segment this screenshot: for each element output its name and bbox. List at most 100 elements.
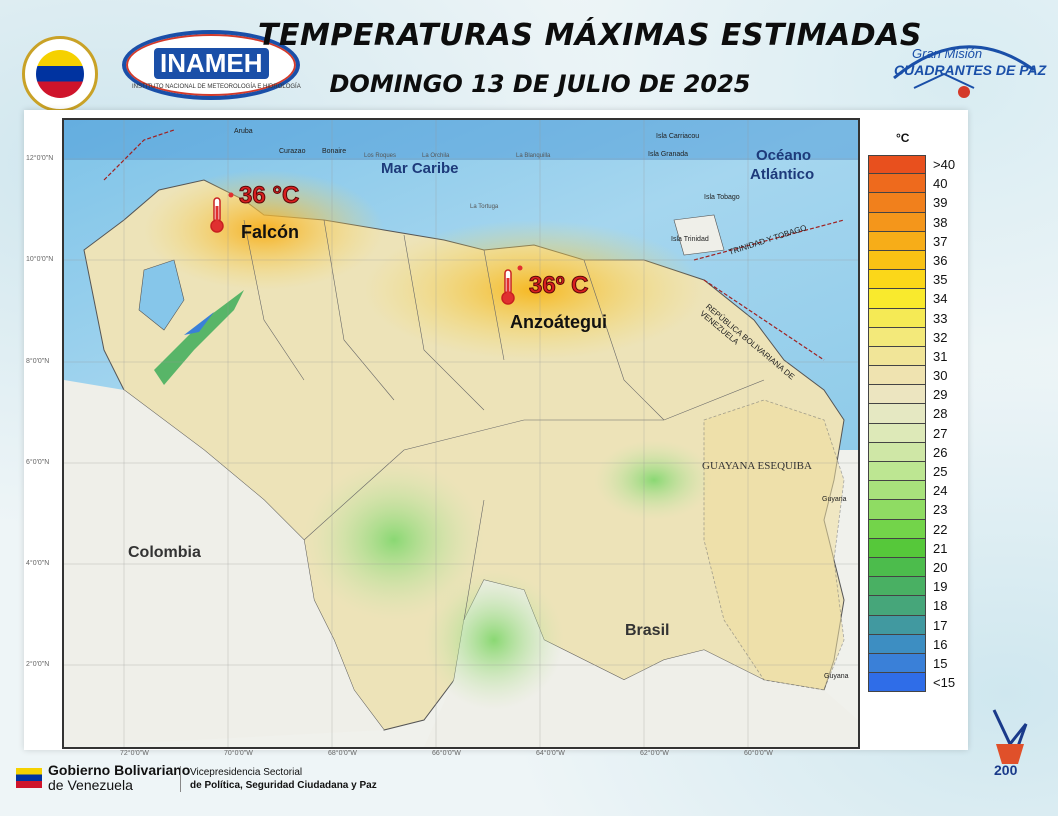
trinidad-island (673, 214, 725, 256)
legend-row: 20 (868, 557, 988, 578)
forecast-date: DOMINGO 13 DE JULIO DE 2025 (329, 70, 751, 98)
andes-coldest-zone (184, 312, 214, 335)
colombia-land (64, 380, 384, 747)
lat-label: 6°0'0"N (26, 459, 50, 466)
guayana-esequiba-region (703, 399, 845, 691)
legend-row: 31 (868, 346, 988, 367)
legend-row: 37 (868, 231, 988, 251)
legend-label: 31 (933, 348, 948, 364)
legend-swatch (868, 346, 926, 367)
lat-label: 10°0'0"N (26, 256, 54, 263)
legend-swatch (868, 193, 926, 213)
legend-label: 37 (933, 233, 948, 249)
legend-swatch (868, 634, 926, 654)
legend-label: 36 (933, 252, 948, 268)
legend-label: 26 (933, 444, 948, 460)
legend-swatch (868, 270, 926, 290)
island-label: La Tortuga (470, 204, 499, 210)
legend-label: 32 (933, 329, 948, 345)
island-label: Isla Carriacou (656, 133, 700, 140)
maritime-boundary (703, 279, 825, 361)
legend-row: 32 (868, 327, 988, 347)
label-brasil: Brasil (625, 622, 670, 639)
legend-row: >40 (868, 155, 988, 175)
legend-label: 30 (933, 368, 948, 384)
label-mar-caribe: Mar Caribe (381, 160, 459, 177)
andes-cold-zone (154, 290, 244, 385)
label-guayana-esequiba: GUAYANA ESEQUIBA (702, 460, 812, 472)
gob-line1: Gobierno Bolivariano (48, 762, 191, 778)
legend-label: 16 (933, 636, 948, 652)
inameh-logo-text: INAMEH (154, 48, 269, 79)
lon-label: 68°0'0"W (328, 750, 357, 757)
lon-label: 60°0'0"W (744, 750, 773, 757)
graticule (64, 120, 858, 747)
lon-label: 62°0'0"W (640, 750, 669, 757)
legend-row: 34 (868, 289, 988, 309)
lon-label: 66°0'0"W (432, 750, 461, 757)
page-title: TEMPERATURAS MÁXIMAS ESTIMADAS (258, 18, 922, 53)
legend-row: 36 (868, 250, 988, 271)
mision-arch-icon (893, 45, 1035, 98)
legend-swatch (868, 673, 926, 693)
temperature-map: Mar Caribe Océano Atlántico Colombia Bra… (62, 118, 860, 749)
legend-label: 21 (933, 540, 948, 556)
gobierno-bolivariano-logo: Gobierno Bolivariano de Venezuela (16, 762, 190, 794)
legend-swatch (868, 481, 926, 501)
anzoategui-hot-zone (364, 220, 704, 360)
anzoategui-temperature: 36º C (528, 272, 589, 300)
legend-row: 17 (868, 615, 988, 635)
legend-row: 30 (868, 366, 988, 386)
legend-swatch (868, 231, 926, 251)
legend-unit: °C (896, 131, 910, 145)
legend-swatch (868, 327, 926, 347)
legend-swatch (868, 366, 926, 386)
island-label: Isla Granada (648, 151, 689, 158)
legend-label: 15 (933, 655, 948, 671)
bicentenary-emblem-icon (992, 709, 1028, 764)
legend-swatch (868, 442, 926, 462)
falcon-temperature: 36 °C (238, 182, 300, 210)
legend-label: 29 (933, 387, 948, 403)
legend-label: 34 (933, 291, 948, 307)
inameh-logo-subtitle: INSTITUTO NACIONAL DE METEOROLOGÍA E HID… (132, 84, 301, 90)
state-borders (243, 219, 765, 621)
legend-label: 19 (933, 579, 948, 595)
lon-label: 72°0'0"W (120, 750, 149, 757)
vicepresidencia-text: Vicepresidencia Sectorial de Política, S… (190, 766, 377, 792)
anzoategui-label: Anzoátegui (510, 312, 607, 332)
bicentenary-number: 200 (994, 762, 1018, 778)
legend-swatch (868, 404, 926, 424)
legend-row: 25 (868, 462, 988, 482)
legend-label: 17 (933, 617, 948, 633)
seal-flag-icon (36, 50, 84, 98)
legend-label: <15 (933, 675, 956, 691)
legend-label: >40 (933, 157, 956, 172)
legend-row: 21 (868, 538, 988, 558)
lon-label: 70°0'0"W (224, 750, 253, 757)
legend-swatch (868, 423, 926, 443)
label-colombia: Colombia (128, 544, 201, 561)
legend-swatch (868, 308, 926, 328)
guyana-label: Guyana (824, 673, 849, 680)
inameh-logo: INAMEH INSTITUTO NACIONAL DE METEOROLOGÍ… (122, 30, 301, 100)
lon-label: 64°0'0"W (536, 750, 565, 757)
legend-swatch (868, 538, 926, 558)
lat-label: 2°0'0"N (26, 661, 50, 668)
thermometer-icon (501, 265, 523, 305)
lat-label: 12°0'0"N (26, 155, 54, 162)
legend-row: 24 (868, 481, 988, 501)
guyana-label: Guyana (822, 496, 847, 503)
legend-label: 39 (933, 195, 948, 211)
legend-row: 15 (868, 653, 988, 674)
south-green-zone (304, 460, 484, 620)
island-label: Curazao (279, 148, 306, 155)
legend-label: 38 (933, 214, 948, 230)
ministry-seal-logo (22, 36, 98, 112)
legend-label: 35 (933, 272, 948, 288)
legend-label: 24 (933, 483, 948, 499)
map-canvas (64, 120, 858, 747)
legend-rows: >40 40 39 38 37 36 35 34 33 32 31 30 29 28 27 26 25 24 23 2… (868, 155, 988, 693)
legend-swatch (868, 289, 926, 309)
falcon-label: Falcón (241, 222, 300, 242)
